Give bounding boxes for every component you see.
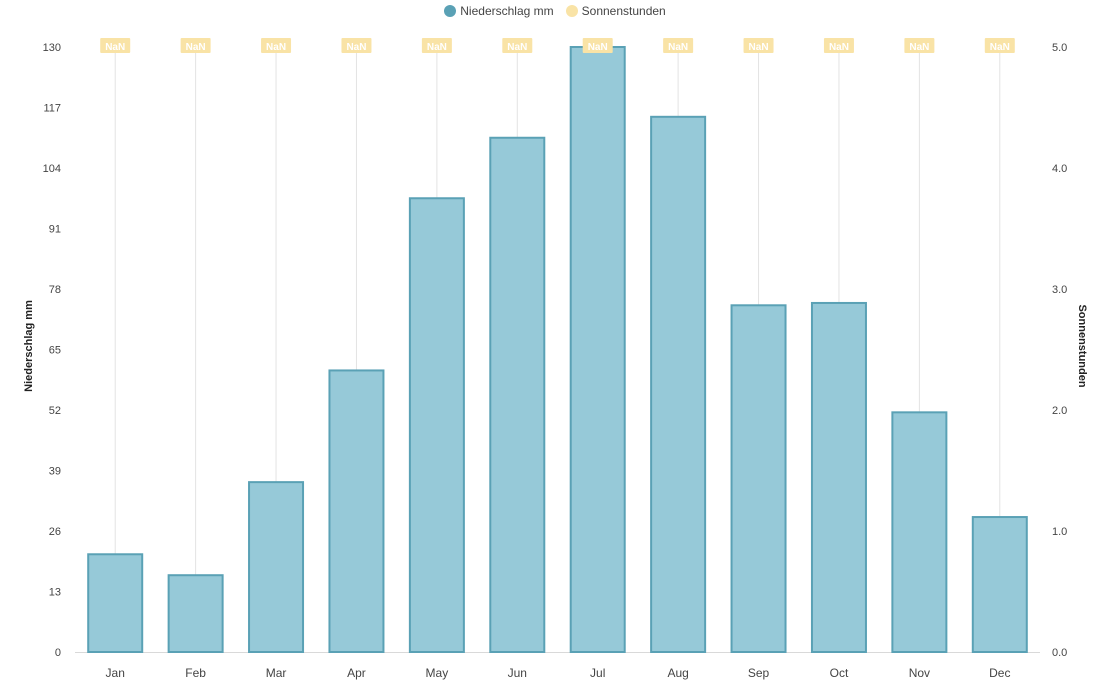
y-tick-right-label: 0.0 bbox=[1052, 647, 1067, 659]
y-tick-left-label: 52 bbox=[49, 405, 61, 417]
bar bbox=[167, 574, 224, 654]
x-tick-label: Oct bbox=[830, 666, 849, 680]
sun-data-label: NaN bbox=[588, 42, 608, 53]
y-tick-left-label: 91 bbox=[49, 224, 61, 236]
sun-data-label: NaN bbox=[346, 42, 366, 53]
bar bbox=[971, 516, 1028, 653]
sun-data-label: NaN bbox=[427, 42, 447, 53]
x-tick-label: Sep bbox=[748, 666, 770, 680]
y-axis-left-title: Niederschlag mm bbox=[23, 300, 35, 392]
bar bbox=[810, 301, 867, 653]
x-tick-label: May bbox=[426, 666, 449, 680]
x-tick-label: Jun bbox=[508, 666, 527, 680]
x-tick-label: Feb bbox=[185, 666, 206, 680]
sun-data-label-bg bbox=[341, 38, 372, 53]
legend-swatch-sonnenstunden bbox=[565, 5, 578, 17]
y-tick-left-label: 39 bbox=[49, 466, 61, 478]
sun-data-label-bg bbox=[904, 38, 935, 53]
sun-data-label: NaN bbox=[266, 42, 286, 53]
sun-data-label-bg bbox=[582, 38, 613, 53]
x-tick-label: Mar bbox=[266, 666, 287, 680]
bar bbox=[891, 411, 948, 654]
legend-swatch-niederschlag bbox=[444, 5, 457, 17]
sun-data-label-bg bbox=[984, 38, 1015, 53]
plot-area: 0 13 26 39 52 65 78 91 104 117 130 0.0 1.0 2.0 3.0 4.0 5… bbox=[43, 38, 1067, 680]
sun-data-label-bg bbox=[663, 38, 694, 53]
bar bbox=[87, 553, 144, 653]
sun-data-label: NaN bbox=[990, 42, 1010, 53]
sun-data-label: NaN bbox=[668, 42, 688, 53]
bar bbox=[489, 136, 546, 653]
x-tick-label: Apr bbox=[347, 666, 366, 680]
x-tick-label: Jan bbox=[106, 666, 125, 680]
sun-data-label: NaN bbox=[507, 42, 527, 53]
y-tick-right-label: 4.0 bbox=[1052, 163, 1067, 175]
x-tick-label: Dec bbox=[989, 666, 1010, 680]
y-tick-right-label: 2.0 bbox=[1052, 405, 1067, 417]
sun-data-label-bg bbox=[421, 38, 452, 53]
y-tick-left-label: 13 bbox=[49, 587, 61, 599]
sun-data-label-bg bbox=[180, 38, 211, 53]
bar bbox=[569, 46, 626, 653]
sun-data-label: NaN bbox=[909, 42, 929, 53]
bar bbox=[408, 197, 465, 653]
sun-data-label: NaN bbox=[186, 42, 206, 53]
sun-data-label-bg bbox=[502, 38, 533, 53]
y-tick-left-label: 104 bbox=[43, 163, 61, 175]
legend-label-sonnenstunden: Sonnenstunden bbox=[581, 4, 666, 18]
x-tick-label: Jul bbox=[590, 666, 605, 680]
x-tick-label: Aug bbox=[667, 666, 688, 680]
y-tick-right-label: 3.0 bbox=[1052, 284, 1067, 296]
y-tick-left-label: 0 bbox=[55, 647, 61, 659]
bar bbox=[650, 115, 707, 654]
x-tick-label: Nov bbox=[909, 666, 930, 680]
bar bbox=[730, 304, 787, 653]
sun-data-label-bg bbox=[261, 38, 292, 53]
y-tick-left-label: 26 bbox=[49, 526, 61, 538]
y-tick-left-label: 78 bbox=[49, 284, 61, 296]
sun-data-label-bg bbox=[100, 38, 131, 53]
sun-data-label: NaN bbox=[105, 42, 125, 53]
y-tick-left-label: 117 bbox=[43, 103, 61, 115]
sun-data-label-bg bbox=[823, 38, 854, 53]
bar bbox=[248, 481, 305, 653]
y-tick-left-label: 65 bbox=[49, 345, 61, 357]
y-tick-right-label: 5.0 bbox=[1052, 42, 1067, 54]
chart-legend: Niederschlag mm Sonnenstunden bbox=[0, 4, 1110, 18]
y-axis-right-title: Sonnenstunden bbox=[1076, 304, 1088, 387]
y-tick-left-label: 130 bbox=[43, 42, 61, 54]
y-tick-right-label: 1.0 bbox=[1052, 526, 1067, 538]
sun-data-label: NaN bbox=[749, 42, 769, 53]
sun-data-label-bg bbox=[743, 38, 774, 53]
legend-item-niederschlag[interactable]: Niederschlag mm bbox=[444, 4, 554, 18]
bar bbox=[328, 369, 385, 653]
legend-label-niederschlag: Niederschlag mm bbox=[460, 4, 554, 18]
legend-item-sonnenstunden[interactable]: Sonnenstunden bbox=[565, 4, 666, 18]
sun-data-label: NaN bbox=[829, 42, 849, 53]
